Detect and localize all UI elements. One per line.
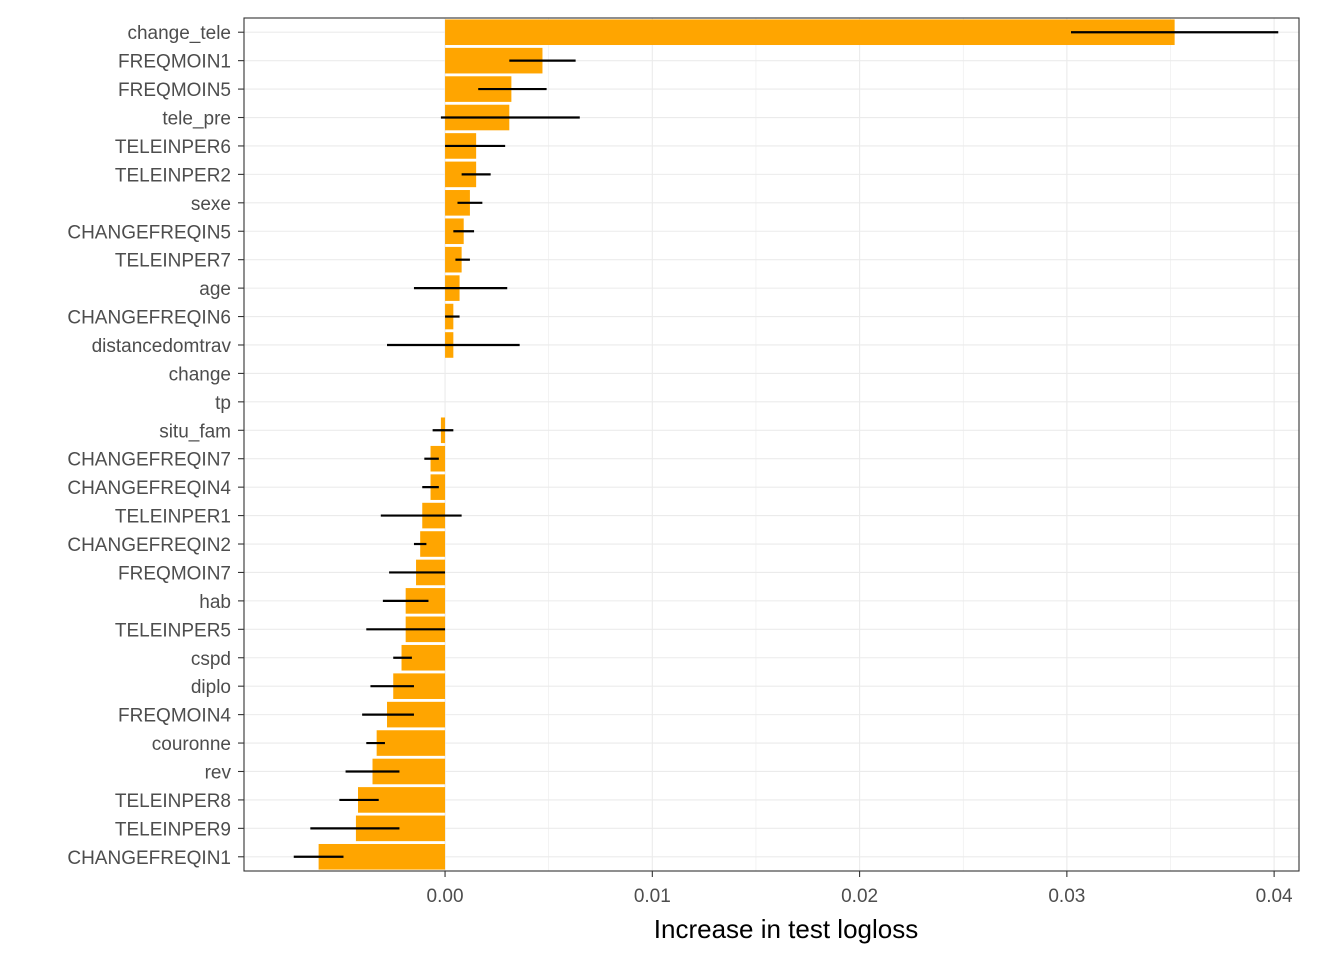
category-label: CHANGEFREQIN1	[67, 848, 231, 869]
category-label: rev	[205, 762, 232, 783]
category-label: change	[169, 364, 231, 385]
category-label: sexe	[191, 194, 231, 215]
category-label: CHANGEFREQIN5	[67, 222, 231, 243]
category-label: situ_fam	[159, 421, 231, 442]
bar	[445, 246, 462, 273]
category-label: TELEINPER6	[115, 137, 231, 158]
tick-label-layer: 0.00 0.01 0.02 0.03 0.04	[427, 871, 1293, 907]
errorbar-layer	[293, 31, 1279, 858]
category-label: FREQMOIN5	[118, 80, 231, 101]
category-label: tp	[215, 393, 231, 414]
bar	[445, 19, 1175, 46]
category-label: TELEINPER9	[115, 819, 231, 840]
x-tick-label: 0.01	[634, 886, 671, 907]
category-label: couronne	[152, 734, 231, 755]
x-axis-title: Increase in test logloss	[654, 914, 918, 944]
category-label: diplo	[191, 677, 231, 698]
category-label: CHANGEFREQIN7	[67, 450, 231, 471]
category-label: TELEINPER2	[115, 165, 231, 186]
category-label-layer: change_tele FREQMOIN1 FREQMOIN5 tele_pre TEL…	[67, 23, 244, 869]
category-label: tele_pre	[162, 109, 231, 130]
bar	[376, 730, 446, 756]
category-label: CHANGEFREQIN2	[67, 535, 231, 556]
category-label: distancedomtrav	[92, 336, 232, 357]
category-label: CHANGEFREQIN6	[67, 308, 231, 329]
category-label: TELEINPER8	[115, 791, 231, 812]
category-label: TELEINPER1	[115, 507, 231, 528]
category-label: FREQMOIN1	[118, 52, 231, 73]
category-label: age	[199, 279, 231, 300]
x-tick-label: 0.04	[1256, 886, 1293, 907]
category-label: cspd	[191, 649, 231, 670]
category-label: FREQMOIN4	[118, 706, 231, 727]
x-tick-label: 0.03	[1048, 886, 1085, 907]
category-label: TELEINPER7	[115, 251, 231, 272]
category-label: FREQMOIN7	[118, 563, 231, 584]
category-label: TELEINPER5	[115, 620, 231, 641]
category-label: hab	[199, 592, 231, 613]
x-tick-label: 0.02	[841, 886, 878, 907]
panel-border	[243, 17, 1300, 872]
category-label: CHANGEFREQIN4	[67, 478, 231, 499]
x-tick-label: 0.00	[427, 886, 464, 907]
category-label: change_tele	[127, 23, 231, 44]
